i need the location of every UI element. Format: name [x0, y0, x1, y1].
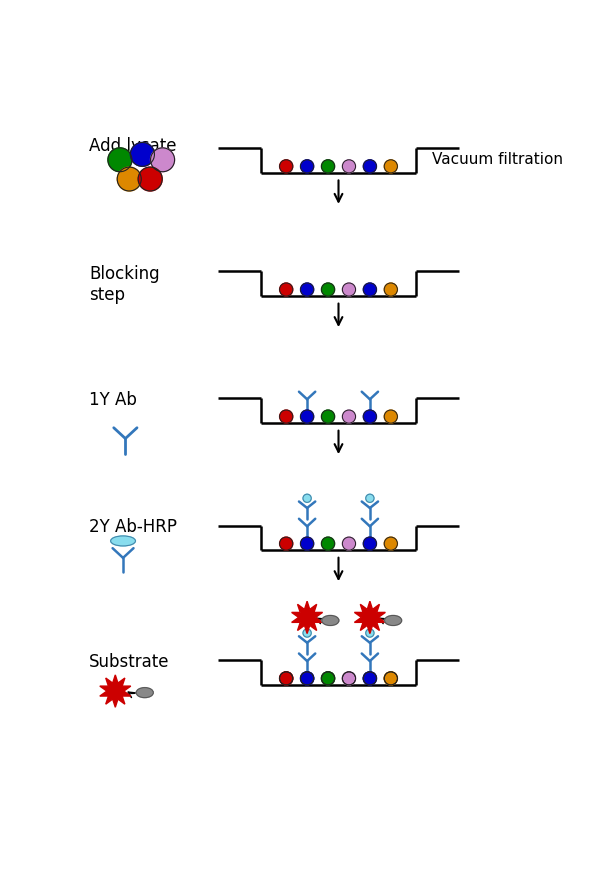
- Circle shape: [138, 167, 162, 191]
- Circle shape: [301, 283, 314, 296]
- Circle shape: [303, 494, 311, 502]
- Circle shape: [343, 537, 356, 550]
- Circle shape: [301, 537, 314, 550]
- Polygon shape: [292, 601, 323, 633]
- Circle shape: [322, 537, 335, 550]
- Circle shape: [280, 672, 293, 685]
- Circle shape: [364, 159, 376, 173]
- Circle shape: [364, 537, 376, 550]
- Circle shape: [280, 410, 293, 423]
- Circle shape: [322, 159, 335, 173]
- Text: 1Y Ab: 1Y Ab: [89, 391, 137, 409]
- Text: 2Y Ab-HRP: 2Y Ab-HRP: [89, 518, 177, 536]
- Circle shape: [384, 672, 397, 685]
- Circle shape: [364, 283, 376, 296]
- Circle shape: [301, 672, 314, 685]
- Ellipse shape: [110, 536, 136, 546]
- Circle shape: [322, 410, 335, 423]
- Circle shape: [384, 410, 397, 423]
- Circle shape: [343, 410, 356, 423]
- Text: Substrate: Substrate: [89, 653, 169, 671]
- Circle shape: [364, 672, 376, 685]
- Circle shape: [366, 629, 374, 637]
- Circle shape: [364, 672, 376, 685]
- Circle shape: [301, 672, 314, 685]
- Circle shape: [117, 167, 141, 191]
- Circle shape: [280, 672, 293, 685]
- Circle shape: [384, 283, 397, 296]
- Polygon shape: [355, 601, 385, 633]
- Circle shape: [384, 159, 397, 173]
- Ellipse shape: [385, 616, 401, 625]
- Circle shape: [343, 283, 356, 296]
- Circle shape: [364, 410, 376, 423]
- Circle shape: [280, 537, 293, 550]
- Text: Vacuum filtration: Vacuum filtration: [431, 152, 563, 167]
- Circle shape: [322, 283, 335, 296]
- Text: Add lysate: Add lysate: [89, 137, 176, 155]
- Circle shape: [301, 410, 314, 423]
- Circle shape: [280, 283, 293, 296]
- Circle shape: [343, 672, 356, 685]
- Circle shape: [130, 143, 154, 166]
- Circle shape: [303, 629, 311, 637]
- Circle shape: [322, 672, 335, 685]
- Circle shape: [366, 494, 374, 502]
- Circle shape: [343, 159, 356, 173]
- Circle shape: [108, 148, 132, 172]
- Circle shape: [151, 148, 175, 172]
- Ellipse shape: [136, 688, 153, 697]
- Ellipse shape: [322, 616, 339, 625]
- Text: Blocking
step: Blocking step: [89, 265, 160, 304]
- Circle shape: [384, 537, 397, 550]
- Circle shape: [280, 159, 293, 173]
- Circle shape: [384, 672, 397, 685]
- Circle shape: [301, 159, 314, 173]
- Circle shape: [322, 672, 335, 685]
- Circle shape: [343, 672, 356, 685]
- Polygon shape: [100, 675, 131, 707]
